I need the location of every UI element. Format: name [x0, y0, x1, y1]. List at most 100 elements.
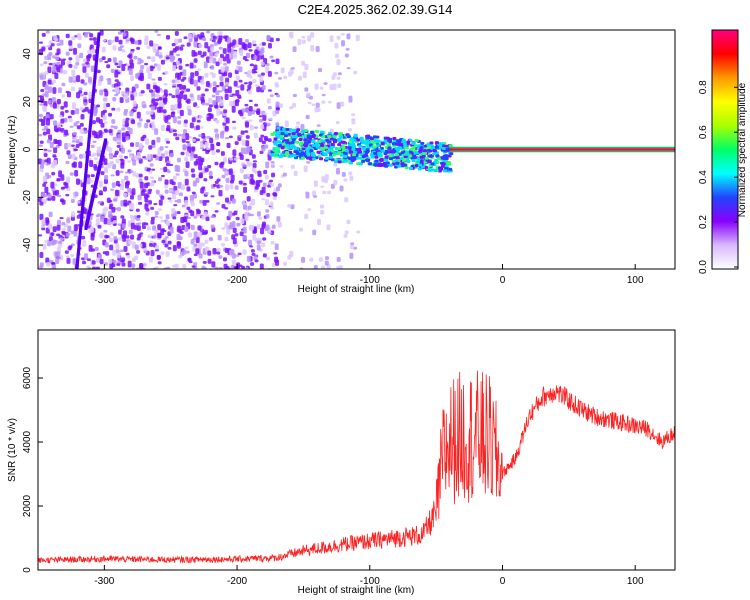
spectrogram-streak — [93, 70, 97, 75]
spectrogram-cell — [112, 259, 117, 264]
spectrogram-cell — [133, 91, 138, 97]
spectrogram-cell — [50, 181, 55, 189]
spectrogram-signal-cell — [387, 143, 392, 147]
spectrogram-cell — [79, 153, 84, 159]
spectrogram-cell — [223, 157, 228, 163]
spectrogram-cell — [190, 72, 195, 79]
spectrogram-cell — [171, 43, 176, 47]
spectrogram-cell — [127, 187, 132, 193]
spectrogram-signal-cell — [273, 142, 278, 146]
spectrogram-cell — [170, 111, 175, 118]
spectrogram-cell — [67, 246, 72, 251]
spectrogram-cell — [218, 255, 223, 259]
spectrogram-cell — [193, 215, 198, 219]
spectrogram-cell — [198, 115, 203, 119]
spectrogram-cell — [133, 55, 138, 60]
spectrogram-cell — [59, 255, 64, 261]
spectrogram-signal-cell — [358, 144, 363, 148]
spectrogram-cell — [130, 94, 135, 101]
spectrogram-signal-cell — [299, 142, 304, 146]
spectrogram-cell — [43, 55, 48, 60]
spectrogram-signal-cell — [330, 143, 335, 147]
spectrogram-cell — [60, 105, 65, 110]
spectrogram-signal-cell — [280, 132, 285, 136]
spectrogram-cell — [165, 34, 170, 40]
spectrogram-cell — [56, 122, 61, 129]
spectrogram-cell — [95, 266, 100, 269]
spectrogram-cell — [274, 243, 279, 250]
spectrogram-cell — [64, 109, 69, 113]
spectrogram-cell — [215, 61, 220, 67]
spectrogram-signal-cell — [362, 146, 367, 150]
spectrogram-cell — [76, 125, 81, 130]
spectrogram-cell — [121, 64, 126, 71]
spectrogram-cell — [236, 85, 241, 88]
y-tick-label: 40 — [22, 48, 33, 60]
spectrogram-streak — [83, 182, 87, 187]
spectrogram-cell — [96, 117, 101, 123]
spectrogram-cell — [229, 42, 234, 47]
colorbar-tick-label: 0.4 — [698, 170, 709, 184]
spectrogram-streak — [92, 84, 96, 89]
spectrogram-signal-cell — [426, 143, 431, 147]
spectrogram-cell — [92, 140, 97, 144]
spectrogram-signal-cell — [364, 153, 369, 157]
spectrogram-cell — [109, 232, 114, 236]
spectrogram-cell — [118, 60, 123, 66]
spectrogram-cell — [247, 90, 252, 95]
spectrogram-cell — [215, 85, 220, 88]
spectrogram-cell — [167, 247, 172, 250]
spectrogram-cell — [46, 44, 51, 48]
spectrogram-cell — [110, 221, 115, 225]
spectrogram-cell — [108, 211, 113, 218]
spectrogram-cell — [312, 229, 317, 236]
spectrogram-cell — [197, 50, 202, 56]
spectrogram-cell — [234, 233, 239, 237]
spectrogram-cell — [267, 138, 272, 143]
spectrogram-cell — [332, 83, 337, 90]
spectrogram-cell — [151, 98, 156, 104]
spectrogram-cell — [238, 264, 243, 267]
spectrogram-cell — [229, 184, 234, 190]
spectrogram-cell — [169, 50, 174, 57]
spectrogram-signal-cell — [320, 143, 325, 147]
spectrogram-cell — [207, 107, 212, 113]
spectrogram-cell — [336, 35, 341, 40]
spectrogram-cell — [136, 111, 141, 119]
spectrogram-cell — [179, 46, 184, 51]
spectrogram-cell — [287, 71, 292, 77]
spectrogram-streak — [79, 218, 83, 223]
spectrogram-cell — [219, 99, 224, 106]
spectrogram-cell — [171, 190, 176, 195]
spectrogram-cell — [121, 178, 126, 182]
spectrogram-cell — [269, 179, 274, 183]
spectrogram-streak — [94, 63, 98, 68]
spectrogram-cell — [128, 68, 133, 76]
spectrogram-cell — [297, 75, 302, 81]
spectrogram-streak — [92, 87, 96, 92]
spectrogram-cell — [47, 175, 52, 179]
spectrogram-cell — [187, 232, 192, 238]
spectrogram-signal-cell — [355, 156, 360, 160]
spectrogram-cell — [140, 90, 145, 94]
spectrogram-signal-cell — [285, 127, 290, 131]
spectrogram-cell — [259, 75, 264, 83]
spectrogram-streak — [92, 80, 96, 85]
spectrogram-cell — [336, 102, 341, 109]
spectrogram-cell — [267, 42, 272, 49]
spectrogram-cell — [56, 233, 61, 237]
spectrogram-signal-cell — [330, 158, 335, 162]
spectrogram-streak — [86, 151, 90, 156]
spectrogram-cell — [233, 210, 238, 215]
spectrogram-signal-cell — [337, 147, 342, 151]
spectrogram-signal-cell — [354, 147, 359, 151]
spectrogram-cell — [45, 30, 50, 34]
spectrogram-cell — [183, 36, 188, 40]
spectrogram-cell — [247, 70, 252, 78]
spectrogram-cell — [169, 226, 174, 234]
snr-series-line — [38, 370, 675, 564]
spectrogram-cell — [238, 79, 243, 83]
spectrogram-cell — [67, 154, 72, 159]
spectrogram-cell — [327, 190, 332, 195]
